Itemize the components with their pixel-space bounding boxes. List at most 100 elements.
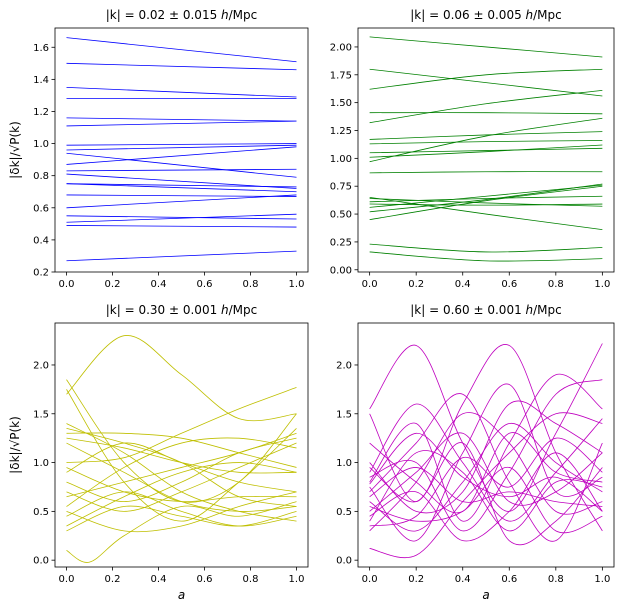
series-line-17 — [66, 213, 297, 223]
y-tick-label: 0.0 — [336, 556, 352, 567]
panel-top-left: 0.0 0.2 0.4 0.6 0.8 1.0 0.2 0.4 0.6 0.8 1.0 1.2 1.4 1… — [8, 8, 309, 290]
series-line-10 — [66, 168, 297, 172]
series-line-6 — [369, 423, 603, 532]
series-group — [369, 36, 603, 262]
title-unit-h: h — [221, 303, 229, 317]
series-line-0 — [66, 37, 297, 63]
series-line-14 — [66, 194, 297, 197]
axes-frame — [54, 27, 309, 273]
y-tick-label: 1.4 — [33, 75, 49, 86]
series-line-12 — [66, 442, 297, 512]
series-line-8 — [66, 152, 297, 178]
panel-top-right: 0.0 0.2 0.4 0.6 0.8 1.0 0.00 0.25 0.50 0.75 1.00 1.… — [330, 8, 615, 290]
x-tick-label: 0.2 — [408, 574, 424, 585]
y-tick-label: 0.4 — [33, 235, 49, 246]
x-tick-label: 1.0 — [289, 279, 305, 290]
series-line-12 — [66, 183, 297, 188]
axes-frame — [357, 27, 615, 273]
series-line-2 — [66, 389, 297, 522]
axes-frame — [357, 322, 615, 568]
axes-frame — [54, 322, 309, 568]
series-line-19 — [66, 250, 297, 262]
x-tick-label: 0.8 — [243, 279, 259, 290]
y-tick-label: 1.0 — [33, 139, 49, 150]
y-tick-label: 1.00 — [330, 154, 352, 165]
panel-title: |k| = 0.60 ± 0.001 h/Mpc — [410, 303, 562, 317]
x-tick-label: 0.0 — [362, 279, 378, 290]
y-tick-label: 2.0 — [336, 360, 352, 371]
title-unit-rest: /Mpc — [229, 303, 258, 317]
series-line-16 — [369, 183, 603, 213]
series-line-14 — [369, 203, 603, 206]
series-line-6 — [66, 143, 297, 146]
y-tick-label: 0.50 — [330, 210, 352, 221]
y-tick-label: 2.0 — [33, 360, 49, 371]
series-line-10 — [369, 400, 603, 514]
series-group — [66, 335, 297, 563]
x-tick-label: 0.8 — [243, 574, 259, 585]
series-line-6 — [369, 140, 603, 145]
x-tick-label: 0.6 — [501, 574, 517, 585]
x-tick-label: 0.8 — [548, 574, 564, 585]
x-tick-label: 0.4 — [455, 574, 471, 585]
y-tick-label: 0.6 — [33, 203, 49, 214]
series-line-16 — [369, 442, 603, 546]
x-tick-label: 0.6 — [197, 279, 213, 290]
y-tick-label: 0.75 — [330, 182, 352, 193]
x-tick-label: 1.0 — [594, 574, 610, 585]
series-line-9 — [66, 467, 297, 503]
series-line-15 — [66, 491, 297, 533]
y-tick-label: 1.2 — [33, 107, 49, 118]
y-axis-label: |δk|/√P(k) — [8, 416, 22, 474]
y-tick-label: 1.75 — [330, 70, 352, 81]
series-line-5 — [66, 120, 297, 127]
series-line-3 — [369, 112, 603, 115]
y-tick-label: 0.00 — [330, 265, 352, 276]
x-tick-label: 0.2 — [408, 279, 424, 290]
title-unit-rest: /Mpc — [229, 8, 258, 22]
series-line-1 — [369, 344, 603, 532]
x-axis-label: a — [178, 588, 185, 602]
y-tick-label: 1.5 — [336, 409, 352, 420]
series-line-19 — [66, 501, 297, 563]
y-tick-label: 1.50 — [330, 98, 352, 109]
series-line-10 — [369, 171, 603, 174]
series-line-13 — [66, 432, 297, 498]
series-line-17 — [369, 185, 603, 221]
y-axis-label: |δk|/√P(k) — [8, 121, 22, 179]
y-tick-label: 0.0 — [33, 556, 49, 567]
y-tick-label: 1.6 — [33, 43, 49, 54]
title-text: |k| = 0.02 ± 0.015 — [106, 8, 221, 22]
series-line-13 — [369, 195, 603, 203]
panel-title: |k| = 0.06 ± 0.005 h/Mpc — [410, 8, 562, 22]
x-tick-label: 0.2 — [105, 574, 121, 585]
series-line-12 — [369, 198, 603, 207]
series-line-14 — [66, 437, 297, 507]
x-tick-label: 0.0 — [362, 574, 378, 585]
series-line-7 — [369, 432, 603, 512]
series-line-2 — [369, 373, 603, 522]
x-tick-label: 0.2 — [105, 279, 121, 290]
title-unit-rest: /Mpc — [533, 8, 562, 22]
y-tick-label: 0.5 — [336, 507, 352, 518]
series-line-2 — [369, 68, 603, 90]
series-line-15 — [369, 467, 603, 507]
title-unit-rest: /Mpc — [533, 303, 562, 317]
title-text: |k| = 0.30 ± 0.001 — [106, 303, 221, 317]
x-tick-label: 0.8 — [548, 279, 564, 290]
series-line-9 — [369, 450, 603, 532]
series-line-19 — [369, 251, 603, 262]
series-line-12 — [369, 412, 603, 532]
y-tick-label: 1.25 — [330, 126, 352, 137]
series-line-1 — [369, 68, 603, 97]
y-tick-label: 1.0 — [33, 458, 49, 469]
series-line-8 — [369, 144, 603, 158]
y-tick-label: 0.25 — [330, 237, 352, 248]
title-unit-h: h — [526, 8, 534, 22]
series-line-13 — [66, 183, 297, 193]
series-line-4 — [369, 89, 603, 124]
panel-bottom-right: 0.0 0.2 0.4 0.6 0.8 1.0 0.0 0.5 1.0 1.5 2.0 |k| = 0… — [336, 303, 615, 602]
x-tick-label: 0.4 — [455, 279, 471, 290]
series-line-18 — [369, 243, 603, 253]
